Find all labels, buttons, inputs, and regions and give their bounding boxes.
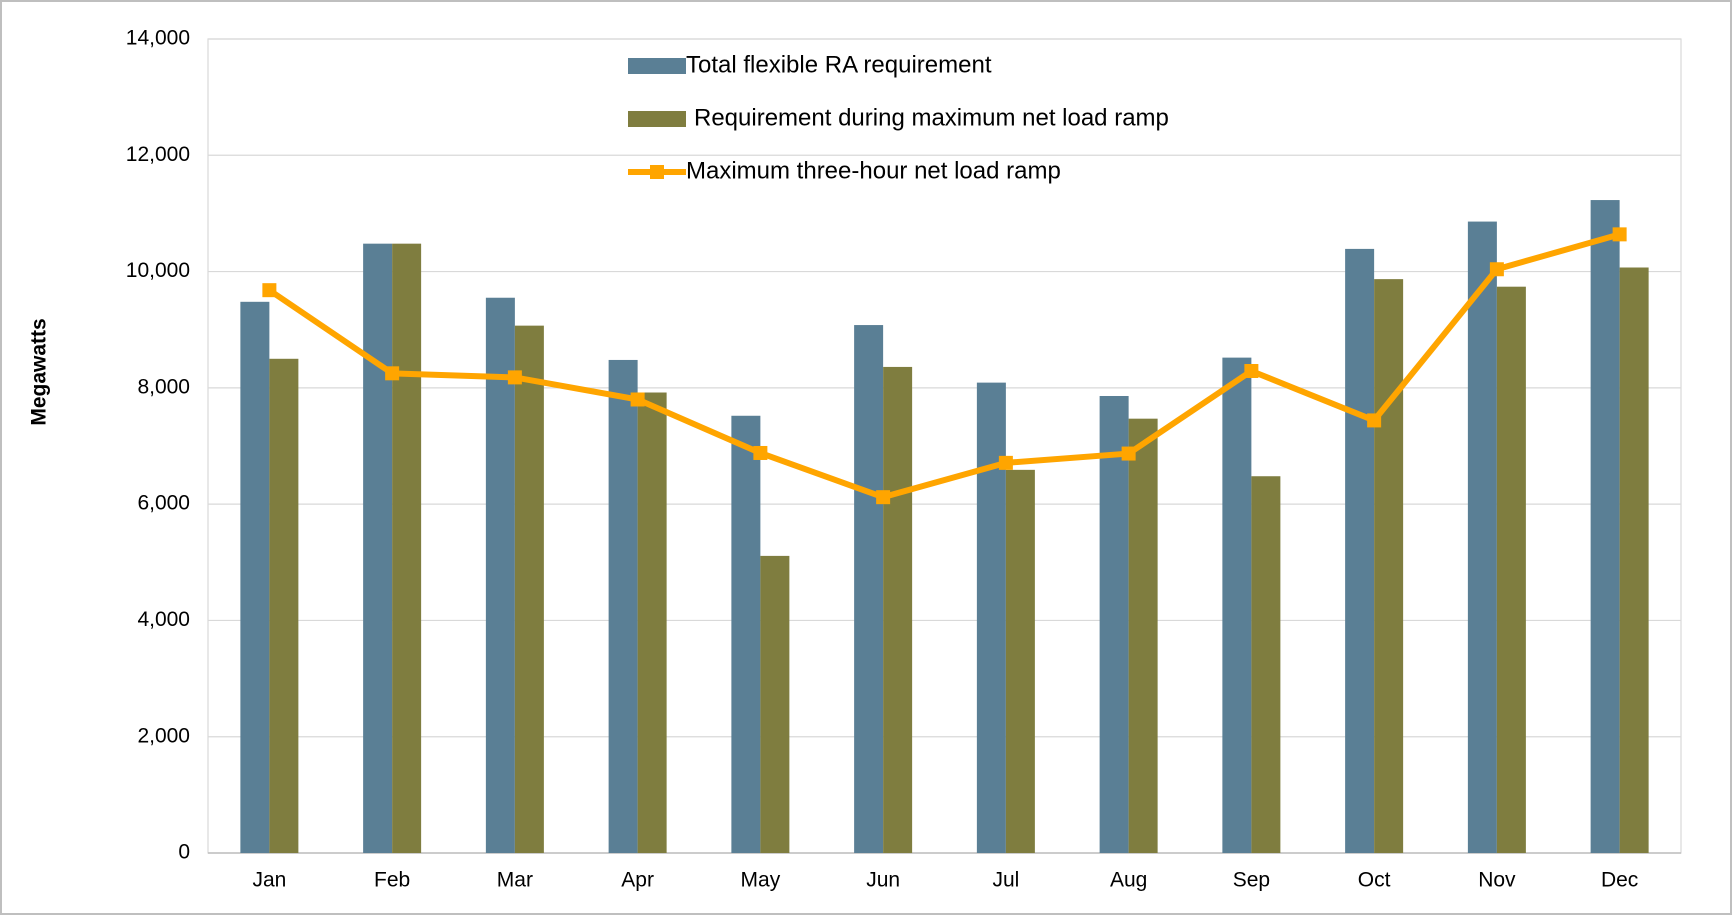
line-marker [262, 283, 277, 298]
line-marker [1244, 363, 1259, 378]
legend-label: Total flexible RA requirement [686, 51, 992, 78]
bar [1345, 248, 1375, 853]
x-tick-label: Mar [497, 869, 533, 892]
x-tick-label: Nov [1478, 869, 1516, 892]
line-marker [1121, 446, 1136, 461]
line-marker [753, 445, 768, 460]
line-marker [1612, 227, 1627, 242]
line [267, 231, 1621, 501]
legend-swatch [628, 111, 686, 127]
bar [976, 382, 1006, 853]
x-tick-label: Jan [252, 869, 286, 892]
x-tick-label: Apr [621, 869, 654, 892]
y-tick-label: 0 [178, 841, 190, 864]
bar [637, 392, 667, 853]
y-axis-label: Megawatts [28, 318, 51, 425]
bar [1496, 286, 1526, 853]
bar [608, 359, 638, 853]
x-tick-label: Oct [1358, 869, 1391, 892]
line-marker [507, 370, 522, 385]
line-marker [998, 455, 1013, 470]
x-tick-label: May [741, 869, 781, 892]
line-marker [630, 392, 645, 407]
y-tick-label: 4,000 [137, 608, 190, 631]
bar [1467, 221, 1497, 853]
y-tick-label: 8,000 [137, 375, 190, 398]
y-tick-label: 12,000 [126, 143, 190, 166]
bar [883, 366, 913, 853]
legend-label: Maximum three-hour net load ramp [686, 157, 1061, 184]
line-marker [1489, 262, 1504, 277]
bar [392, 243, 422, 854]
bar [485, 297, 515, 853]
y-tick-label: 2,000 [137, 724, 190, 747]
line-marker [876, 490, 891, 505]
x-tick-label: Dec [1601, 869, 1638, 892]
bar [1590, 200, 1620, 853]
bar [514, 325, 544, 853]
line-marker [1367, 413, 1382, 428]
y-tick-label: 14,000 [126, 27, 190, 50]
bar [1099, 395, 1129, 853]
bar [854, 325, 884, 853]
bar [269, 358, 299, 853]
x-tick-label: Sep [1233, 869, 1270, 892]
bar [1619, 267, 1649, 853]
bar [1128, 418, 1158, 853]
legend-swatch [650, 165, 664, 179]
bar [1374, 279, 1404, 853]
bar [1222, 357, 1252, 853]
x-tick-label: Jul [992, 869, 1019, 892]
x-tick-label: Feb [374, 869, 410, 892]
bar [1005, 469, 1035, 853]
line-marker [385, 366, 400, 381]
y-tick-label: 6,000 [137, 492, 190, 515]
bar [760, 555, 790, 853]
bar [240, 301, 270, 853]
x-tick-label: Jun [866, 869, 900, 892]
y-tick-label: 10,000 [126, 259, 190, 282]
legend-swatch [628, 58, 686, 74]
legend-label: Requirement during maximum net load ramp [694, 104, 1169, 131]
x-tick-label: Aug [1110, 869, 1147, 892]
bar [363, 243, 393, 854]
bar [1251, 476, 1281, 853]
bar [731, 415, 761, 853]
